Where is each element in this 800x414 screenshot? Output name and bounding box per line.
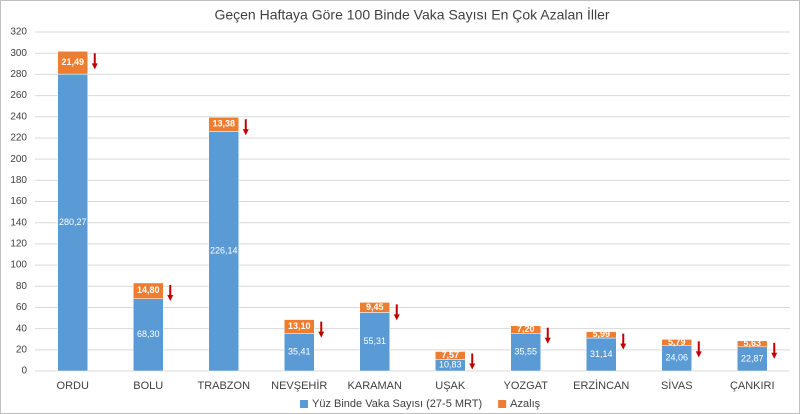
y-tick-label: 60 bbox=[16, 302, 28, 313]
bar-segment bbox=[510, 333, 541, 372]
legend-swatch bbox=[300, 400, 308, 408]
decrease-arrow-head bbox=[242, 129, 249, 136]
decrease-arrow-head bbox=[167, 294, 174, 301]
bar-segment bbox=[737, 340, 768, 348]
x-tick-label: ERZİNCAN bbox=[573, 379, 629, 392]
value-label: 10,83 bbox=[439, 360, 462, 370]
bar-segment bbox=[661, 339, 692, 346]
decrease-arrow-head bbox=[393, 314, 400, 321]
bar-segment bbox=[208, 131, 239, 372]
y-tick-label: 280 bbox=[10, 69, 27, 80]
y-tick-label: 240 bbox=[10, 111, 27, 122]
bar-segment bbox=[586, 331, 617, 339]
y-tick-label: 320 bbox=[10, 27, 27, 38]
value-label: 14,80 bbox=[137, 285, 160, 295]
value-label: 5,79 bbox=[668, 337, 686, 347]
x-tick-label: ORDU bbox=[57, 380, 89, 392]
y-tick-label: 120 bbox=[10, 239, 27, 250]
bar-segment bbox=[737, 346, 768, 372]
bar-segment bbox=[284, 333, 315, 372]
bar-segment bbox=[435, 351, 466, 360]
value-label: 21,49 bbox=[61, 57, 84, 67]
y-tick-label: 0 bbox=[21, 366, 27, 377]
decrease-arrow-head bbox=[469, 363, 476, 370]
value-label: 226,14 bbox=[210, 246, 238, 256]
chart-title: Geçen Haftaya Göre 100 Binde Vaka Sayısı… bbox=[214, 6, 609, 23]
y-tick-label: 20 bbox=[16, 344, 28, 355]
value-label: 13,38 bbox=[212, 119, 235, 129]
value-label: 55,31 bbox=[363, 336, 386, 346]
x-tick-label: UŞAK bbox=[435, 380, 466, 392]
y-tick-label: 260 bbox=[10, 90, 27, 101]
decrease-arrow-head bbox=[620, 343, 627, 350]
bar-segment bbox=[57, 73, 88, 372]
value-label: 5,99 bbox=[592, 329, 610, 339]
value-label: 7,20 bbox=[517, 324, 535, 334]
value-label: 35,55 bbox=[514, 347, 537, 357]
value-label: 31,14 bbox=[590, 349, 613, 359]
legend-label: Yüz Binde Vaka Sayısı (27-5 MRT) bbox=[312, 398, 482, 410]
legend-label: Azalış bbox=[510, 398, 540, 410]
value-label: 280,27 bbox=[59, 217, 87, 227]
decrease-arrow-head bbox=[318, 331, 325, 338]
value-label: 24,06 bbox=[665, 353, 688, 363]
value-label: 35,41 bbox=[288, 347, 311, 357]
value-label: 9,45 bbox=[366, 302, 384, 312]
value-label: 7,57 bbox=[441, 350, 459, 360]
bar-segment bbox=[510, 325, 541, 334]
bar-segment bbox=[359, 302, 390, 313]
x-tick-label: NEVŞEHİR bbox=[271, 379, 327, 392]
x-tick-label: ÇANKIRI bbox=[730, 380, 775, 392]
x-tick-label: BOLU bbox=[133, 380, 163, 392]
y-tick-label: 140 bbox=[10, 217, 27, 228]
y-tick-label: 80 bbox=[16, 281, 28, 292]
bar-segment bbox=[133, 298, 164, 372]
decrease-arrow-head bbox=[544, 337, 551, 344]
value-label: 68,30 bbox=[137, 329, 160, 339]
decrease-arrow-head bbox=[695, 351, 702, 358]
value-label: 5,63 bbox=[743, 338, 761, 348]
bar-segment bbox=[133, 282, 164, 299]
value-label: 22,87 bbox=[741, 353, 764, 363]
y-tick-label: 40 bbox=[16, 323, 28, 334]
x-tick-label: SİVAS bbox=[661, 379, 693, 392]
y-tick-label: 160 bbox=[10, 196, 27, 207]
y-tick-label: 200 bbox=[10, 154, 27, 165]
bar-segment bbox=[208, 117, 239, 132]
bar-segment bbox=[359, 312, 390, 372]
y-tick-label: 100 bbox=[10, 260, 27, 271]
y-tick-label: 220 bbox=[10, 133, 27, 144]
bar-segment bbox=[284, 319, 315, 334]
y-tick-label: 180 bbox=[10, 175, 27, 186]
x-tick-label: KARAMAN bbox=[348, 380, 402, 392]
y-tick-label: 300 bbox=[10, 48, 27, 59]
value-label: 13,10 bbox=[288, 321, 311, 331]
bar-segment bbox=[57, 51, 88, 75]
x-tick-label: YOZGAT bbox=[504, 380, 549, 392]
bar-segment bbox=[586, 337, 617, 372]
decrease-arrow-head bbox=[91, 63, 98, 70]
x-tick-label: TRABZON bbox=[197, 380, 250, 392]
legend-swatch bbox=[498, 400, 507, 408]
decrease-arrow-head bbox=[771, 352, 778, 359]
